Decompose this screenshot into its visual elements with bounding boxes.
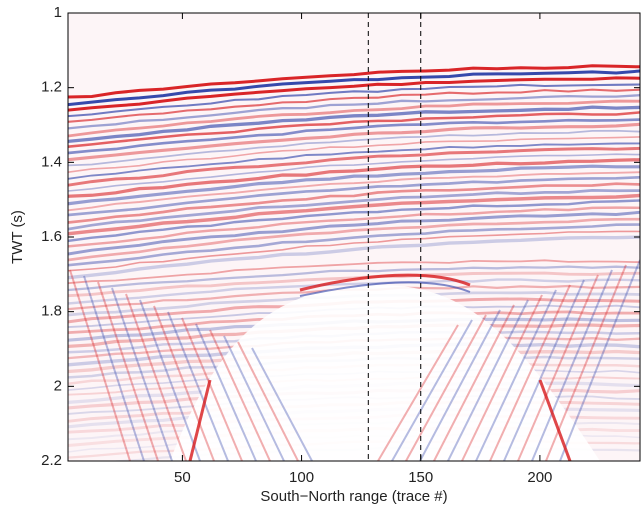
reflector bbox=[68, 182, 640, 224]
streak bbox=[139, 299, 201, 461]
reflector bbox=[68, 278, 640, 305]
streak bbox=[419, 309, 501, 461]
y-tick-label: 2 bbox=[54, 377, 62, 394]
y-axis-label: TWT (s) bbox=[9, 210, 26, 264]
streak bbox=[125, 293, 187, 461]
reflector bbox=[68, 230, 640, 272]
reflector bbox=[68, 76, 640, 112]
dome-top bbox=[299, 273, 471, 292]
x-tick-label: 150 bbox=[408, 469, 433, 486]
reflector bbox=[68, 235, 640, 280]
reflector bbox=[68, 199, 640, 243]
dome bbox=[170, 285, 600, 461]
reflector bbox=[68, 118, 640, 155]
reflector bbox=[68, 111, 640, 148]
y-tick-label: 1.4 bbox=[41, 153, 62, 170]
x-tick-label: 200 bbox=[527, 469, 552, 486]
streak bbox=[97, 281, 159, 461]
reflector bbox=[68, 83, 640, 118]
reflector bbox=[68, 164, 640, 206]
reflector bbox=[68, 64, 640, 99]
streak bbox=[538, 379, 572, 461]
reflector bbox=[68, 158, 640, 198]
streak bbox=[209, 329, 271, 461]
reflector bbox=[68, 88, 640, 123]
reflector bbox=[68, 193, 640, 236]
dome-top bbox=[299, 281, 471, 297]
reflector bbox=[68, 146, 640, 187]
x-axis-label: South−North range (trace #) bbox=[260, 488, 447, 505]
reflector bbox=[68, 217, 640, 262]
y-tick-label: 1.2 bbox=[41, 79, 62, 96]
reflector bbox=[68, 99, 640, 138]
y-tick-label: 1.6 bbox=[41, 228, 62, 245]
reflector bbox=[68, 223, 640, 267]
streak bbox=[69, 269, 131, 461]
streak bbox=[195, 323, 257, 461]
streak bbox=[181, 317, 243, 461]
streak bbox=[237, 341, 299, 461]
reflector bbox=[68, 105, 640, 144]
streak bbox=[461, 294, 543, 461]
streak bbox=[433, 304, 515, 461]
y-tick-label: 1.8 bbox=[41, 303, 62, 320]
streak bbox=[188, 379, 212, 461]
reflector bbox=[68, 122, 640, 162]
upper-blank bbox=[68, 13, 640, 63]
streak bbox=[111, 287, 173, 461]
streak bbox=[251, 347, 313, 461]
y-tick-label: 2.2 bbox=[41, 452, 62, 469]
reflector bbox=[68, 94, 640, 130]
streak bbox=[489, 284, 571, 461]
reflector bbox=[68, 210, 640, 256]
reflector bbox=[68, 129, 640, 167]
streak bbox=[153, 305, 215, 461]
reflector bbox=[68, 153, 640, 192]
streak bbox=[503, 279, 585, 461]
reflector bbox=[68, 175, 640, 217]
reflector bbox=[68, 171, 640, 212]
streak bbox=[83, 275, 145, 461]
streak bbox=[531, 269, 613, 461]
x-tick-label: 50 bbox=[174, 469, 191, 486]
streak bbox=[559, 259, 640, 461]
streak bbox=[377, 324, 459, 461]
reflector bbox=[68, 259, 640, 285]
reflector bbox=[68, 142, 640, 180]
streak bbox=[223, 335, 285, 461]
streak bbox=[405, 314, 487, 461]
streak bbox=[517, 274, 599, 461]
y-tick-label: 1 bbox=[54, 4, 62, 21]
reflector bbox=[68, 206, 640, 248]
reflector bbox=[68, 69, 640, 107]
reflector bbox=[68, 265, 640, 292]
x-tick-label: 100 bbox=[289, 469, 314, 486]
streak bbox=[391, 319, 473, 461]
seismic-image bbox=[68, 13, 640, 461]
reflector bbox=[68, 189, 640, 231]
streak bbox=[447, 299, 529, 461]
streak bbox=[475, 289, 557, 461]
reflector bbox=[68, 136, 640, 173]
streak bbox=[167, 311, 229, 461]
